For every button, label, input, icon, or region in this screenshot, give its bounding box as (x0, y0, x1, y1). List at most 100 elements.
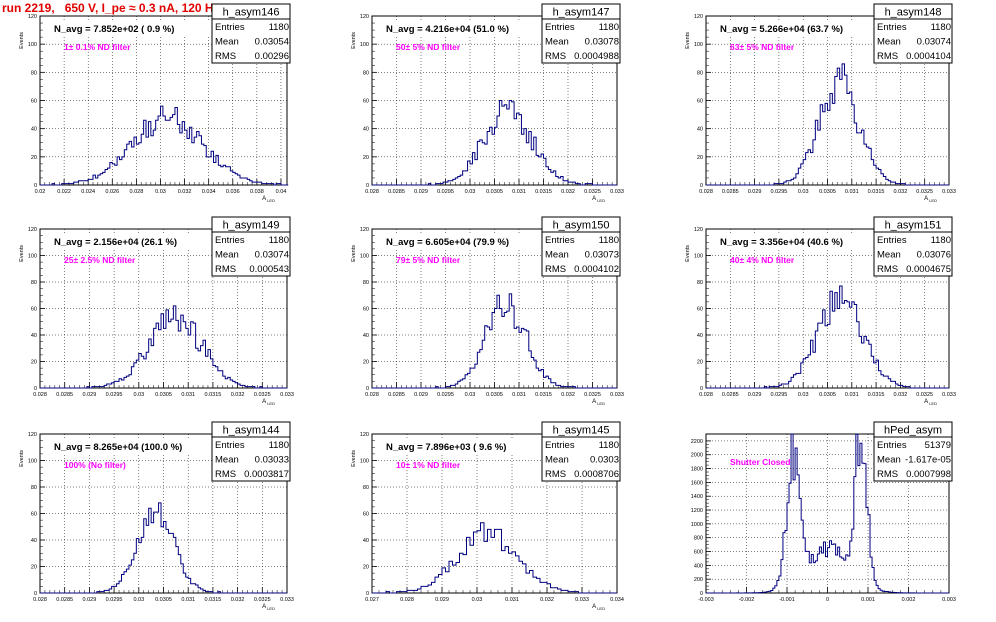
x-tick-label: -0.002 (739, 597, 755, 603)
x-tick-label: 0.0325 (254, 392, 271, 398)
y-tick-label: 0 (34, 386, 37, 392)
x-tick-label: 0.031 (181, 392, 195, 398)
stats-value-rms: 0.0004104 (906, 51, 951, 62)
y-tick-label: 20 (31, 155, 37, 161)
x-tick-label: 0.0305 (819, 392, 836, 398)
stats-value-mean: 0.03074 (917, 37, 951, 48)
x-tick-label: 0.033 (575, 597, 589, 603)
x-tick-label: 0.032 (178, 189, 192, 195)
x-tick-label: 0.029 (748, 392, 762, 398)
stats-box-name: h_asym144 (223, 425, 280, 437)
y-tick-label: 100 (360, 42, 369, 48)
stats-value-rms: 0.00296 (255, 51, 289, 62)
stats-value-entries: 1180 (269, 440, 289, 451)
stats-box (541, 436, 621, 482)
x-tick-label: 0.028 (365, 189, 379, 195)
x-tick-label: 0.0295 (770, 189, 787, 195)
stats-box-name: h_asym146 (223, 7, 280, 19)
stats-box (541, 18, 621, 64)
stats-box (873, 231, 953, 277)
x-tick-label: 0.032 (894, 392, 908, 398)
stats-label-entries: Entries (877, 235, 907, 246)
stats-box (211, 231, 291, 277)
stats-value-mean: 0.03033 (255, 455, 289, 466)
stats-label-rms: RMS (545, 264, 566, 275)
y-axis-label: Events (19, 32, 25, 49)
stats-label-entries: Entries (215, 440, 245, 451)
y-tick-label: 40 (31, 333, 37, 339)
y-tick-label: 80 (363, 485, 369, 491)
x-tick-label: 0.029 (83, 597, 97, 603)
y-tick-label: 100 (28, 42, 37, 48)
stats-value-entries: 1180 (599, 22, 619, 33)
stats-value-rms: 0.0003817 (244, 469, 289, 480)
histogram-panel-hPed_asym: 0 200 400 600 800 1000 1200 1400 1600 1800 2000 220… (691, 421, 956, 603)
x-tick-label: 0.032 (231, 392, 245, 398)
x-tick-label: 0.029 (414, 189, 428, 195)
y-tick-label: 20 (697, 155, 703, 161)
x-tick-label: 0.032 (561, 392, 575, 398)
stats-label-entries: Entries (545, 22, 575, 33)
x-tick-label: 0.033 (942, 392, 956, 398)
y-tick-label: 120 (360, 227, 369, 233)
x-tick-label: 0.036 (226, 189, 240, 195)
stats-value-mean: 0.03073 (585, 250, 619, 261)
histogram-panel-h_asym150: 0 20 40 60 80 100 120 0.028 0.0285 0.029 0.0295 0.0… (351, 216, 624, 406)
x-axis-label-subscript: LED (928, 401, 937, 406)
x-tick-label: 0.031 (512, 189, 526, 195)
stats-label-entries: Entries (215, 22, 245, 33)
x-axis-label: A LED (262, 196, 275, 203)
x-tick-label: 0.031 (845, 189, 859, 195)
x-tick-label: 0.033 (610, 189, 624, 195)
y-tick-label: 0 (34, 183, 37, 189)
stats-box (211, 436, 291, 482)
y-axis-label: Events (351, 245, 357, 262)
y-tick-label: 60 (31, 99, 37, 105)
y-tick-label: 200 (694, 577, 703, 583)
histogram-line (706, 285, 949, 389)
y-tick-label: 40 (697, 333, 703, 339)
x-tick-label: 0.028 (130, 189, 144, 195)
stats-value-rms: 0.0007998 (906, 469, 951, 480)
x-tick-label: 0.0295 (437, 189, 454, 195)
y-tick-label: 120 (360, 14, 369, 20)
x-tick-label: 0.0295 (770, 392, 787, 398)
y-tick-label: 20 (31, 565, 37, 571)
histogram-line (706, 63, 949, 186)
x-axis-label-subscript: LED (266, 401, 275, 406)
y-axis-label: Events (19, 450, 25, 467)
x-tick-label: 0.033 (280, 392, 294, 398)
stats-label-mean: Mean (545, 455, 569, 466)
x-tick-label: -0.003 (698, 597, 714, 603)
x-tick-label: 0.028 (699, 189, 713, 195)
x-tick-label: 0.028 (33, 392, 47, 398)
y-tick-label: 60 (31, 307, 37, 313)
y-tick-label: 0 (700, 386, 703, 392)
x-axis-label-subscript: LED (266, 198, 275, 203)
stats-label-mean: Mean (877, 250, 901, 261)
y-tick-label: 60 (363, 307, 369, 313)
x-tick-label: 0.024 (81, 189, 95, 195)
stats-value-mean: 0.03054 (255, 37, 289, 48)
y-tick-label: 400 (694, 563, 703, 569)
title-box (48, 234, 228, 248)
x-tick-label: 0.0285 (722, 392, 739, 398)
stats-value-mean: -1.617e-05 (905, 455, 951, 466)
stats-value-rms: 0.0004988 (574, 51, 619, 62)
y-tick-label: 0 (366, 386, 369, 392)
x-tick-label: 0.0325 (584, 189, 601, 195)
x-tick-label: 0.022 (57, 189, 71, 195)
x-tick-label: 0.034 (202, 189, 216, 195)
stats-value-mean: 0.03076 (917, 250, 951, 261)
stats-label-rms: RMS (215, 51, 236, 62)
x-tick-label: 0.033 (280, 597, 294, 603)
histogram-panel-h_asym148: 0 20 40 60 80 100 120 0.028 0.0285 0.029 0.0295 0.0… (685, 3, 956, 203)
x-tick-label: 0.0325 (916, 189, 933, 195)
x-tick-label: 0.031 (181, 597, 195, 603)
histogram-panel-h_asym151: 0 20 40 60 80 100 120 0.028 0.0285 0.029 0.0295 0.0… (685, 216, 956, 406)
x-tick-label: 0.031 (845, 392, 859, 398)
stats-label-rms: RMS (215, 264, 236, 275)
x-tick-label: 0.031 (505, 597, 519, 603)
x-tick-label: 0.0285 (722, 189, 739, 195)
stats-value-entries: 1180 (269, 22, 289, 33)
